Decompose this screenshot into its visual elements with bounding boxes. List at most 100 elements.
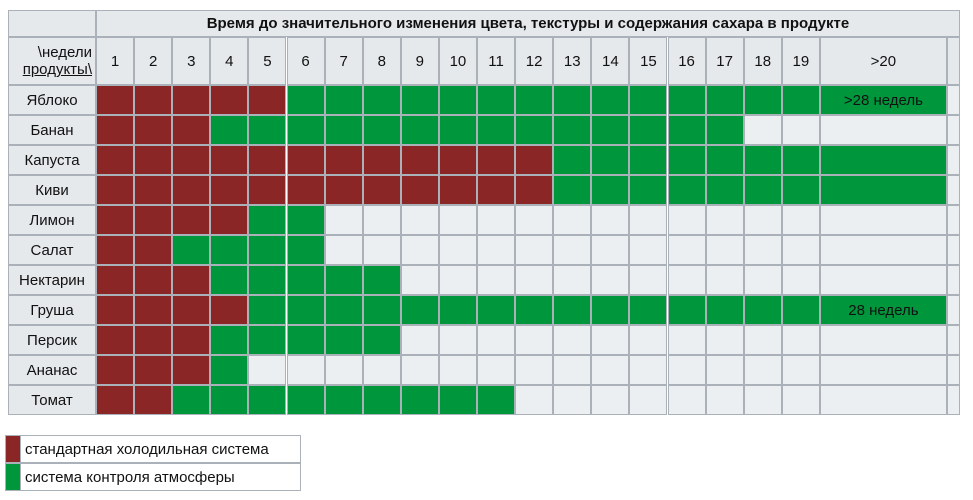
- week-cell: [477, 325, 516, 355]
- week-cell-filled: [96, 385, 135, 415]
- week-cell-filled: [819, 175, 947, 205]
- week-cell-filled: [438, 385, 477, 415]
- week-cell-filled: [286, 385, 325, 415]
- week-cell-filled: [400, 145, 439, 175]
- legend-swatch: [5, 463, 21, 491]
- week-cell: [515, 205, 554, 235]
- week-cell-filled: [629, 145, 668, 175]
- week-cell-filled: [248, 205, 287, 235]
- week-cell: [743, 265, 782, 295]
- week-cell-filled: [591, 295, 630, 325]
- week-cell: [477, 355, 516, 385]
- week-cell-filled: [248, 325, 287, 355]
- week-cell-filled: [248, 295, 287, 325]
- week-cell-filled: [400, 175, 439, 205]
- week-cell: [324, 205, 363, 235]
- week-cell-filled: [743, 85, 782, 115]
- week-cell: [591, 235, 630, 265]
- week-cell: [781, 385, 820, 415]
- week-cell: [781, 265, 820, 295]
- week-cell-filled: [515, 175, 554, 205]
- week-cell-filled: [400, 385, 439, 415]
- week-cell: [553, 385, 592, 415]
- week-cell-filled: [591, 175, 630, 205]
- week-cell-filled: [248, 175, 287, 205]
- week-cell: [477, 205, 516, 235]
- week-cell-filled: [629, 175, 668, 205]
- week-cell-filled: [591, 115, 630, 145]
- week-cell: [248, 355, 287, 385]
- product-label: Персик: [8, 325, 96, 355]
- week-cell-filled: [705, 145, 744, 175]
- week-cell-filled: [286, 265, 325, 295]
- header-pad: [946, 37, 960, 85]
- week-cell: [400, 265, 439, 295]
- week-header: 14: [591, 37, 630, 85]
- product-label: Киви: [8, 175, 96, 205]
- week-cell: [400, 205, 439, 235]
- week-cell: [781, 235, 820, 265]
- week-cell-filled: [286, 325, 325, 355]
- week-cell: [286, 355, 325, 385]
- week-cell-filled: [553, 115, 592, 145]
- row-pad: [946, 145, 960, 175]
- week-cell-filled: [172, 355, 211, 385]
- week-cell-filled: [286, 145, 325, 175]
- week-cell-filled: [286, 115, 325, 145]
- week-cell-filled: [591, 85, 630, 115]
- week-cell-filled: [134, 265, 173, 295]
- week-cell: [629, 205, 668, 235]
- week-cell: [591, 205, 630, 235]
- week-cell-filled: [553, 175, 592, 205]
- week-cell-filled: [438, 145, 477, 175]
- week-cell-filled: [781, 85, 820, 115]
- week-cell: [591, 355, 630, 385]
- week-cell: [667, 355, 706, 385]
- week-cell: [743, 115, 782, 145]
- week-cell: [705, 355, 744, 385]
- week-cell-filled: [172, 145, 211, 175]
- week-cell: [705, 385, 744, 415]
- week-cell-filled: [134, 115, 173, 145]
- week-cell-filled: [172, 175, 211, 205]
- week-cell-filled: [210, 265, 249, 295]
- week-cell: [629, 265, 668, 295]
- week-cell-filled: [553, 85, 592, 115]
- week-cell-filled: [705, 85, 744, 115]
- week-cell-filled: [210, 235, 249, 265]
- week-cell-filled: [248, 115, 287, 145]
- week-cell: [819, 235, 947, 265]
- week-cell: [553, 265, 592, 295]
- week-cell-filled: [248, 235, 287, 265]
- week-cell-filled: [172, 85, 211, 115]
- week-cell-filled: [134, 85, 173, 115]
- week-cell: [819, 205, 947, 235]
- week-cell: [781, 355, 820, 385]
- legend-swatch: [5, 435, 21, 463]
- week-cell: [629, 235, 668, 265]
- row-pad: [946, 325, 960, 355]
- week-header: 12: [515, 37, 554, 85]
- week-cell-filled: >28 недель: [819, 85, 947, 115]
- week-cell: [553, 355, 592, 385]
- week-cell: [477, 265, 516, 295]
- week-cell-filled: [324, 325, 363, 355]
- week-header: 15: [629, 37, 668, 85]
- week-cell: [400, 235, 439, 265]
- week-cell-filled: [210, 325, 249, 355]
- week-cell-filled: [172, 385, 211, 415]
- product-label: Ананас: [8, 355, 96, 385]
- week-cell-filled: [286, 295, 325, 325]
- product-label: Яблоко: [8, 85, 96, 115]
- week-cell-filled: [553, 295, 592, 325]
- week-cell: [705, 235, 744, 265]
- week-header: 17: [705, 37, 744, 85]
- week-cell-filled: [362, 325, 401, 355]
- week-header: 11: [477, 37, 516, 85]
- week-cell-filled: [781, 145, 820, 175]
- week-cell: [781, 115, 820, 145]
- week-cell-filled: [96, 205, 135, 235]
- week-cell-filled: [438, 175, 477, 205]
- week-cell-filled: [400, 295, 439, 325]
